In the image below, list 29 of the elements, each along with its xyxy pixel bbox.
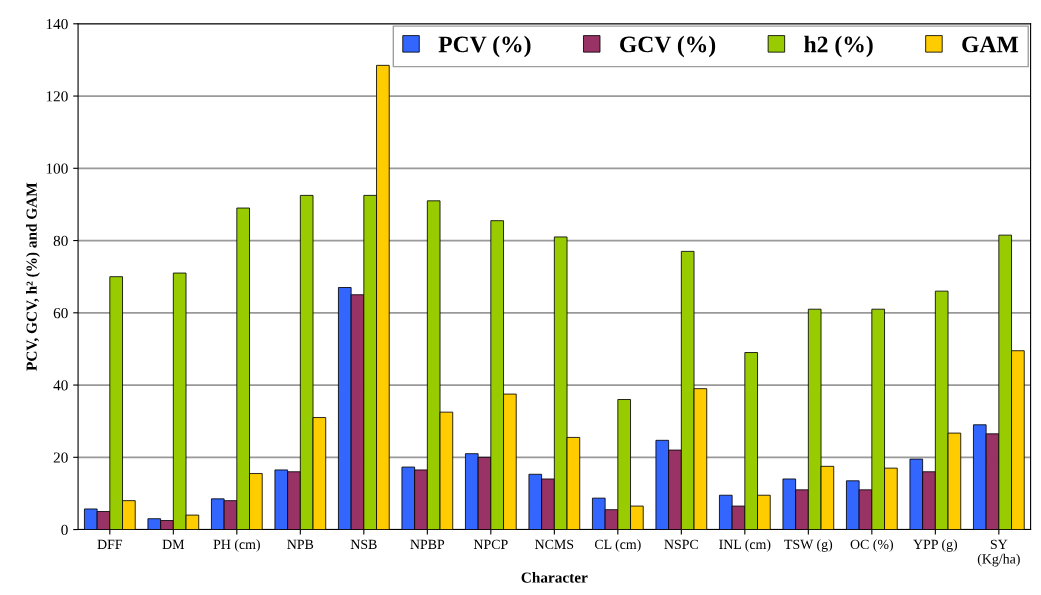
x-tick-label: DM (162, 539, 185, 549)
x-tick-label: SY (Kg/ha) (977, 539, 1020, 567)
x-tick-label: DFF (97, 539, 123, 549)
y-tick-label: 20 (53, 452, 68, 463)
x-tick-label: YPP (g) (913, 539, 958, 552)
legend-label: h2 (%) (804, 35, 873, 58)
x-tick-label: PH (cm) (213, 539, 260, 552)
y-tick-label: 0 (61, 524, 68, 535)
x-tick-label: TSW (g) (784, 539, 833, 552)
x-tick-label: OC (%) (850, 539, 894, 552)
x-tick-label: NPB (287, 539, 314, 549)
x-tick-label: CL (cm) (594, 539, 641, 552)
y-tick-label: 60 (53, 307, 68, 319)
y-axis-title: PCV, GCV, h² (%) and GAM (26, 182, 40, 371)
x-tick-label: NCMS (535, 539, 574, 550)
legend-label: GAM (962, 36, 1019, 53)
legend-label: GCV (%) (620, 35, 716, 58)
y-tick-label: 100 (46, 163, 68, 174)
x-tick-label: INL (cm) (719, 539, 771, 552)
x-tick-label: NSB (350, 539, 377, 550)
x-tick-label: NSPC (664, 539, 698, 550)
y-tick-label: 40 (53, 380, 68, 391)
legend-label: PCV (%) (438, 35, 531, 58)
y-tick-label: 140 (46, 18, 68, 30)
x-tick-label: NPBP (410, 539, 445, 549)
y-tick-label: 80 (53, 235, 68, 246)
x-tick-label: NPCP (473, 539, 508, 550)
x-axis-title: Character (521, 571, 588, 583)
y-tick-label: 120 (46, 91, 68, 102)
